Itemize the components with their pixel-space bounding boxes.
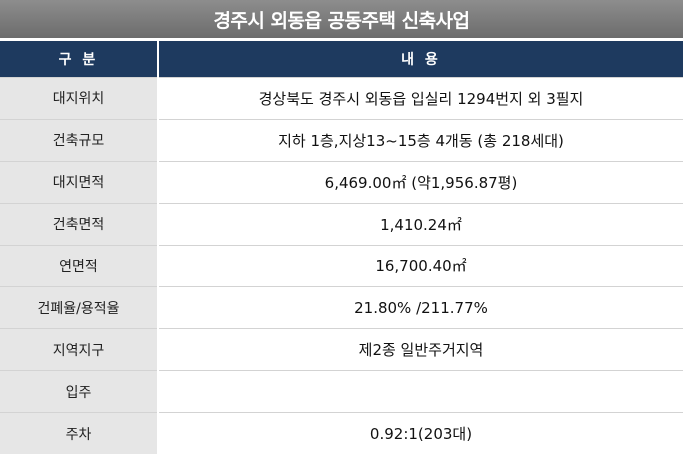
table-row: 입주 — [0, 370, 683, 413]
row-value: 6,469.00㎡ (약1,956.87평) — [158, 160, 683, 204]
header-content: 내 용 — [157, 41, 683, 78]
table-row: 건폐율/용적율 21.80% /211.77% — [0, 286, 683, 329]
row-value — [158, 370, 683, 413]
row-label: 대지면적 — [0, 160, 159, 204]
row-value: 지하 1층,지상13~15층 4개동 (총 218세대) — [158, 118, 683, 162]
row-label: 건축규모 — [0, 118, 159, 162]
page-title: 경주시 외동읍 공동주택 신축사업 — [213, 9, 470, 32]
row-label: 건폐율/용적율 — [0, 286, 159, 329]
header-category: 구 분 — [0, 41, 158, 78]
row-label: 대지위치 — [0, 77, 159, 120]
row-label: 주차 — [0, 412, 159, 454]
table-row: 건축규모 지하 1층,지상13~15층 4개동 (총 218세대) — [0, 118, 683, 162]
row-label: 연면적 — [0, 244, 159, 287]
table-row: 대지위치 경상북도 경주시 외동읍 입실리 1294번지 외 3필지 — [0, 77, 683, 120]
row-value: 21.80% /211.77% — [158, 286, 683, 329]
project-info-table: 구 분 내 용 대지위치 경상북도 경주시 외동읍 입실리 1294번지 외 3… — [0, 41, 683, 454]
table-row: 건축면적 1,410.24㎡ — [0, 202, 683, 245]
row-value: 0.92:1(203대) — [158, 412, 683, 454]
table-row: 대지면적 6,469.00㎡ (약1,956.87평) — [0, 160, 683, 204]
row-value: 경상북도 경주시 외동읍 입실리 1294번지 외 3필지 — [158, 77, 683, 120]
row-label: 지역지구 — [0, 328, 159, 371]
row-value: 16,700.40㎡ — [158, 244, 683, 287]
row-label: 건축면적 — [0, 202, 159, 245]
table-row: 연면적 16,700.40㎡ — [0, 244, 683, 287]
table-row: 주차 0.92:1(203대) — [0, 412, 683, 454]
row-label: 입주 — [0, 370, 159, 413]
title-bar: 경주시 외동읍 공동주택 신축사업 — [0, 0, 683, 38]
table-row: 지역지구 제2종 일반주거지역 — [0, 328, 683, 371]
row-value: 1,410.24㎡ — [158, 202, 683, 245]
table-header-row: 구 분 내 용 — [0, 41, 683, 78]
row-value: 제2종 일반주거지역 — [158, 328, 683, 371]
